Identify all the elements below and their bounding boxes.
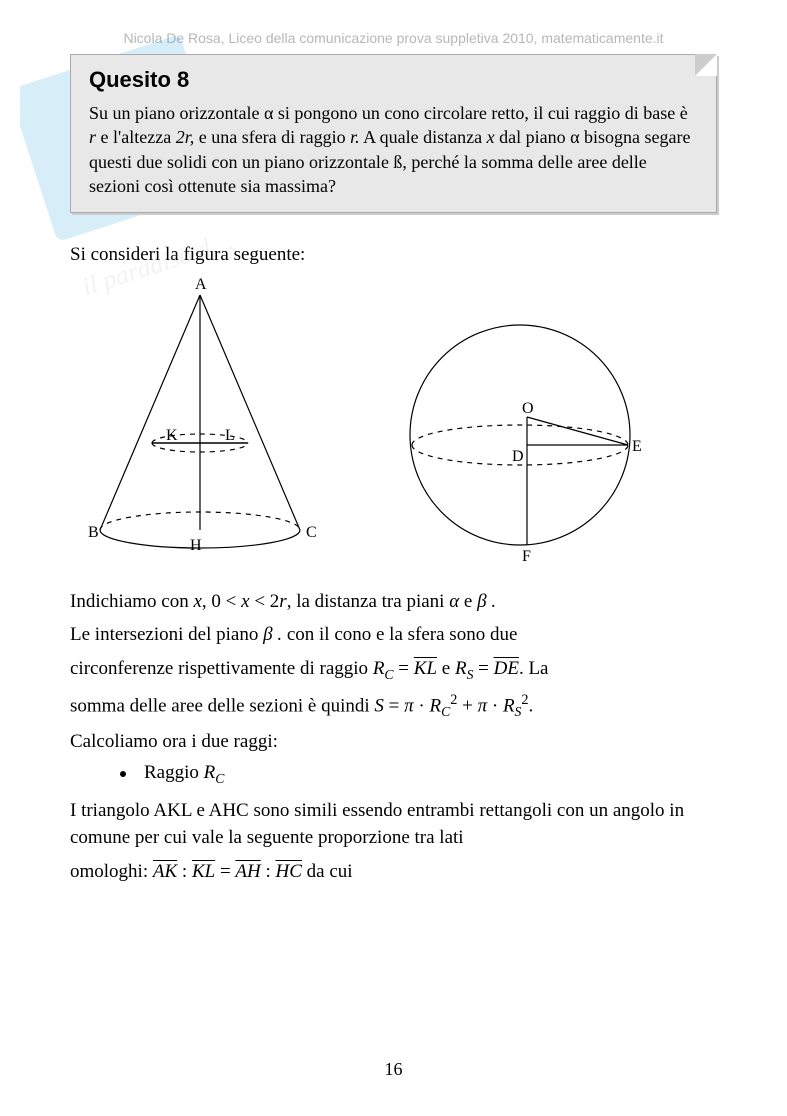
- cone-figure: A B C H K L: [70, 275, 330, 570]
- label-C: C: [306, 524, 317, 541]
- para-5: Calcoliamo ora i due raggi:: [70, 728, 717, 756]
- label-E: E: [632, 438, 642, 455]
- beta: β .: [477, 591, 496, 612]
- p1-mid: , 0 <: [202, 591, 241, 612]
- p2-mid: con il cono e la sfera sono due: [282, 624, 517, 645]
- period1: .: [529, 696, 534, 717]
- page: n il paradiso d… Nicola De Rosa, Liceo d…: [0, 0, 787, 1116]
- label-B: B: [88, 524, 99, 541]
- RC2-R: R: [430, 696, 442, 717]
- para-6: I triangolo AKL e AHC sono simili essend…: [70, 797, 717, 852]
- RS2-R: R: [503, 696, 515, 717]
- pi1: π: [404, 696, 414, 717]
- para-2: Le intersezioni del piano β . con il con…: [70, 621, 717, 649]
- label-K: K: [166, 427, 178, 444]
- S-var: S: [374, 696, 384, 717]
- header-meta: Nicola De Rosa, Liceo della comunicazion…: [70, 30, 717, 46]
- alpha: α: [449, 591, 459, 612]
- question-body: Su un piano orizzontale α si pongono un …: [89, 101, 698, 198]
- bullet-item: Raggio RC: [120, 762, 717, 787]
- p1-and: e: [459, 591, 477, 612]
- bullet-R: R: [204, 762, 216, 783]
- colon2: :: [261, 861, 276, 882]
- page-fold-icon: [695, 54, 717, 76]
- colon1: :: [177, 861, 192, 882]
- eq1: =: [394, 658, 414, 679]
- eq4: =: [215, 861, 235, 882]
- intro-line: Si consideri la figura seguente:: [70, 241, 717, 269]
- p4-pre: somma delle aree delle sezioni è quindi: [70, 696, 374, 717]
- label-L: L: [225, 427, 235, 444]
- p1-pre: Indichiamo con: [70, 591, 193, 612]
- page-number: 16: [0, 1059, 787, 1080]
- label-D: D: [512, 448, 524, 465]
- sq2: 2: [521, 692, 528, 708]
- AK-bar: AK: [153, 861, 177, 882]
- beta2: β .: [263, 624, 282, 645]
- p3-and: e: [437, 658, 455, 679]
- RC2-sub: C: [441, 705, 450, 720]
- var-x2: x: [241, 591, 249, 612]
- bullet-label-pre: Raggio: [144, 762, 204, 783]
- dot1: ·: [418, 696, 424, 717]
- p3-post: . La: [519, 658, 549, 679]
- p7-pre: omologhi:: [70, 861, 153, 882]
- para-3: circonferenze rispettivamente di raggio …: [70, 655, 717, 685]
- pi2: π: [478, 696, 488, 717]
- KL2-bar: KL: [192, 861, 215, 882]
- dot2: ·: [492, 696, 498, 717]
- para-1: Indichiamo con x, 0 < x < 2r, la distanz…: [70, 588, 717, 616]
- p1-mid2: < 2: [250, 591, 280, 612]
- plus1: +: [457, 696, 477, 717]
- para-7: omologhi: AK : KL = AH : HC da cui: [70, 858, 717, 886]
- AH-bar: AH: [235, 861, 260, 882]
- sphere-figure: O D E F: [370, 305, 670, 570]
- figures-row: A B C H K L: [70, 275, 717, 570]
- p3-pre: circonferenze rispettivamente di raggio: [70, 658, 373, 679]
- p1-post: , la distanza tra piani: [287, 591, 450, 612]
- p7-post: da cui: [302, 861, 353, 882]
- label-F: F: [522, 548, 531, 565]
- bullet-dot-icon: [120, 771, 126, 777]
- bullet-Rc: C: [215, 771, 224, 786]
- RC-R: R: [373, 658, 385, 679]
- eq3: =: [384, 696, 404, 717]
- DE-bar: DE: [494, 658, 519, 679]
- RS-R: R: [455, 658, 467, 679]
- para-4: somma delle aree delle sezioni è quindi …: [70, 690, 717, 722]
- var-r: r: [279, 591, 286, 612]
- var-x: x: [193, 591, 201, 612]
- question-title: Quesito 8: [89, 67, 698, 93]
- eq2: =: [473, 658, 493, 679]
- label-O: O: [522, 400, 534, 417]
- KL-bar: KL: [414, 658, 437, 679]
- HC-bar: HC: [276, 861, 302, 882]
- question-box: Quesito 8 Su un piano orizzontale α si p…: [70, 54, 717, 213]
- p2-pre: Le intersezioni del piano: [70, 624, 263, 645]
- RC-sub: C: [384, 667, 393, 682]
- label-H: H: [190, 537, 202, 554]
- label-A: A: [195, 276, 207, 293]
